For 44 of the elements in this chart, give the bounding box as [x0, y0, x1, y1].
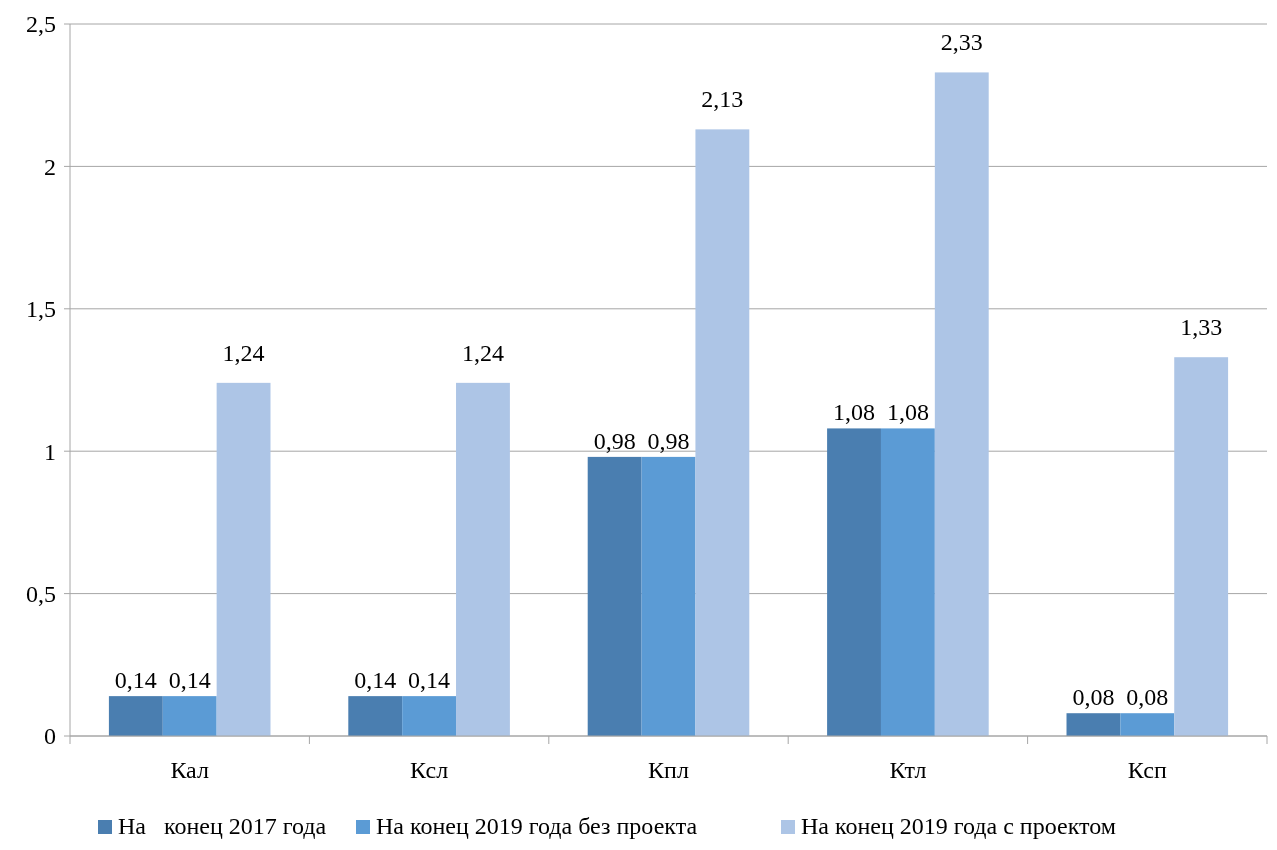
bar — [1174, 357, 1229, 736]
y-tick-label: 2,5 — [26, 11, 56, 38]
data-label: 0,08 — [1072, 684, 1115, 711]
x-tick-label: Кал — [170, 757, 209, 783]
y-tick-label: 0 — [44, 723, 56, 750]
bar — [934, 72, 989, 736]
data-label: 2,13 — [701, 86, 744, 113]
x-tick-label: Ксп — [1127, 757, 1167, 783]
bar — [162, 696, 217, 736]
y-tick-label: 1,5 — [26, 296, 56, 323]
legend-label: На конец 2019 года с проектом — [801, 813, 1116, 839]
data-label: 0,98 — [647, 427, 690, 454]
data-label: 1,24 — [222, 339, 265, 366]
bar — [402, 696, 457, 736]
legend-label: На конец 2017 года — [118, 813, 327, 839]
bar — [880, 428, 935, 736]
bar — [641, 456, 696, 736]
bar — [456, 382, 510, 736]
data-label: 1,33 — [1180, 314, 1223, 341]
data-label: 1,08 — [886, 399, 929, 426]
bar — [108, 696, 163, 736]
data-label: 0,14 — [114, 667, 157, 694]
data-label: 0,14 — [408, 667, 451, 694]
bar — [695, 129, 750, 736]
x-tick-label: Кпл — [648, 757, 689, 783]
data-label: 2,33 — [940, 29, 983, 56]
bar — [827, 428, 881, 736]
legend-label: На конец 2019 года без проекта — [376, 813, 698, 839]
bar — [348, 696, 403, 736]
data-label: 0,14 — [168, 667, 211, 694]
data-label: 1,24 — [461, 339, 504, 366]
data-label: 0,14 — [354, 667, 397, 694]
bar — [1120, 713, 1175, 736]
x-tick-label: Ктл — [889, 757, 927, 783]
x-tick-label: Ксл — [410, 757, 449, 783]
y-tick-label: 0,5 — [26, 581, 56, 607]
data-label: 0,98 — [593, 427, 636, 454]
bar — [216, 382, 271, 736]
y-tick-label: 1 — [44, 438, 56, 465]
bar — [1066, 713, 1121, 736]
data-label: 0,08 — [1126, 684, 1169, 711]
data-label: 1,08 — [833, 399, 876, 426]
y-tick-label: 2 — [44, 153, 56, 180]
bar — [587, 456, 642, 736]
